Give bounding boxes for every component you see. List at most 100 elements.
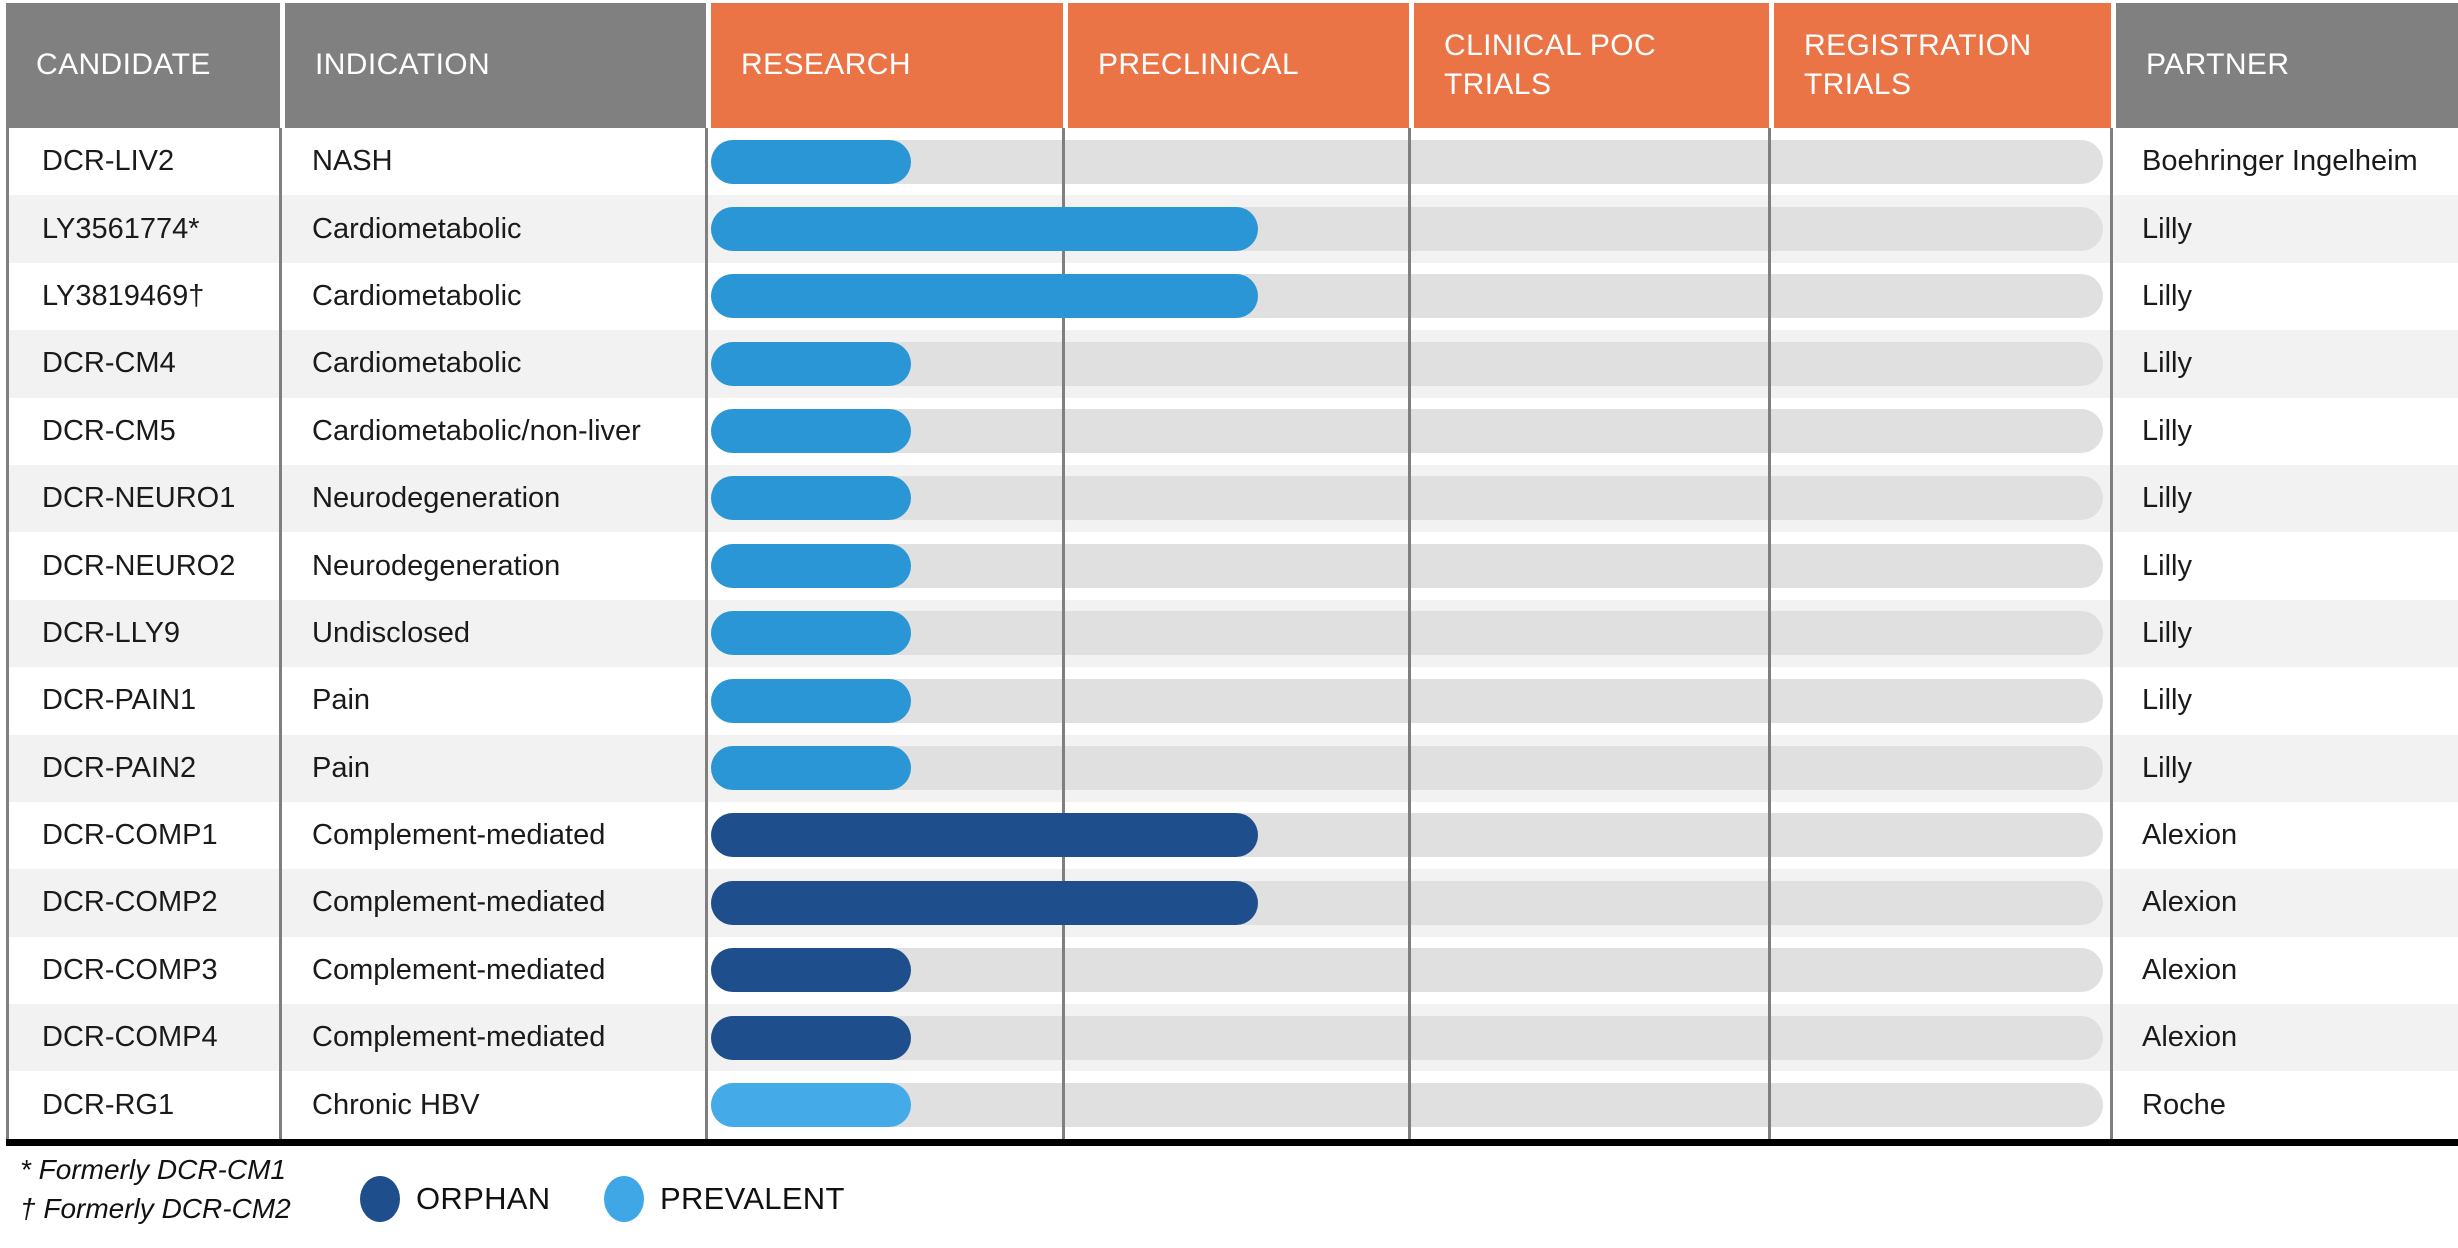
- partner-text: Roche: [2142, 1088, 2226, 1121]
- indication-text: Neurodegeneration: [312, 549, 561, 582]
- partner-text: Alexion: [2142, 1021, 2238, 1054]
- indication-cell: Neurodegeneration: [312, 465, 560, 532]
- candidate-text: DCR-COMP2: [42, 886, 218, 919]
- candidate-cell: DCR-NEURO2: [42, 532, 235, 599]
- stage-track: [711, 543, 2103, 588]
- progress-bar: [711, 409, 912, 454]
- table-row: DCR-CM4 Cardiometabolic Lilly: [6, 330, 2458, 398]
- indication-cell: Complement-mediated: [312, 937, 605, 1004]
- partner-text: Lilly: [2142, 279, 2192, 312]
- stage-track: [711, 409, 2103, 454]
- footnote-dagger: † Formerly DCR-CM2: [20, 1193, 291, 1224]
- candidate-text: DCR-COMP1: [42, 819, 218, 852]
- header-research: RESEARCH: [711, 3, 1063, 128]
- table-row: DCR-NEURO2 Neurodegeneration Lilly: [6, 532, 2458, 600]
- indication-text: Undisclosed: [312, 616, 470, 649]
- progress-bar: [711, 476, 912, 521]
- partner-cell: Lilly: [2142, 195, 2192, 262]
- candidate-cell: DCR-COMP1: [42, 802, 218, 869]
- indication-cell: Cardiometabolic/non-liver: [312, 398, 641, 465]
- table-row: DCR-COMP1 Complement-mediated Alexion: [6, 801, 2458, 870]
- progress-bar: [711, 678, 912, 723]
- progress-bar: [711, 274, 1259, 319]
- indication-text: Cardiometabolic: [312, 279, 522, 312]
- progress-bar: [711, 206, 1259, 251]
- progress-bar: [711, 1015, 912, 1060]
- partner-text: Lilly: [2142, 212, 2192, 245]
- table-row: DCR-COMP3 Complement-mediated Alexion: [6, 936, 2458, 1005]
- legend-item-orphan: ORPHAN: [360, 1176, 550, 1222]
- candidate-text: DCR-PAIN2: [42, 751, 197, 784]
- stage-track: [711, 139, 2103, 184]
- partner-text: Lilly: [2142, 684, 2192, 717]
- footnotes: * Formerly DCR-CM1 † Formerly DCR-CM2: [20, 1150, 291, 1228]
- indication-cell: NASH: [312, 128, 393, 195]
- progress-bar: [711, 746, 912, 791]
- table-row: DCR-COMP4 Complement-mediated Alexion: [6, 1004, 2458, 1072]
- indication-text: Chronic HBV: [312, 1088, 480, 1121]
- partner-text: Lilly: [2142, 616, 2192, 649]
- header-candidate: CANDIDATE: [6, 3, 280, 128]
- indication-text: Complement-mediated: [312, 1021, 606, 1054]
- indication-cell: Neurodegeneration: [312, 532, 560, 599]
- stage-track: [711, 678, 2103, 723]
- indication-text: Complement-mediated: [312, 953, 606, 986]
- candidate-text: DCR-PAIN1: [42, 684, 197, 717]
- candidate-cell: DCR-LLY9: [42, 600, 180, 667]
- orphan-dot-icon: [360, 1176, 400, 1222]
- partner-cell: Lilly: [2142, 330, 2192, 397]
- partner-text: Alexion: [2142, 819, 2238, 852]
- candidate-text: DCR-LLY9: [42, 616, 181, 649]
- stage-track: [711, 341, 2103, 386]
- candidate-text: DCR-NEURO1: [42, 482, 236, 515]
- table-body: DCR-LIV2 NASH Boehringer Ingelheim LY356…: [6, 128, 2458, 1139]
- indication-text: Pain: [312, 684, 371, 717]
- header-label: CLINICAL POC TRIALS: [1444, 29, 1657, 101]
- indication-cell: Cardiometabolic: [312, 195, 522, 262]
- prevalent-dot-icon: [604, 1176, 644, 1222]
- candidate-text: DCR-NEURO2: [42, 549, 236, 582]
- table-row: LY3819469† Cardiometabolic Lilly: [6, 262, 2458, 331]
- table-row: DCR-NEURO1 Neurodegeneration Lilly: [6, 464, 2458, 533]
- progress-bar: [711, 813, 1259, 858]
- indication-cell: Complement-mediated: [312, 802, 605, 869]
- stage-track: [711, 1082, 2103, 1127]
- header-label: PRECLINICAL: [1098, 48, 1300, 82]
- divider-preclinical-clinical: [1408, 128, 1411, 1139]
- partner-cell: Roche: [2142, 1071, 2226, 1138]
- table-row: DCR-CM5 Cardiometabolic/non-liver Lilly: [6, 397, 2458, 465]
- divider-research-preclinical: [1062, 128, 1065, 1139]
- candidate-text: LY3561774*: [42, 212, 200, 245]
- header-partner: PARTNER: [2116, 3, 2458, 128]
- indication-cell: Cardiometabolic: [312, 330, 522, 397]
- table-row: DCR-COMP2 Complement-mediated Alexion: [6, 869, 2458, 937]
- candidate-cell: DCR-NEURO1: [42, 465, 235, 532]
- partner-text: Lilly: [2142, 482, 2192, 515]
- table-left-border: [6, 128, 9, 1139]
- stage-track: [711, 746, 2103, 791]
- candidate-cell: DCR-COMP2: [42, 869, 218, 936]
- partner-cell: Boehringer Ingelheim: [2142, 128, 2418, 195]
- indication-cell: Undisclosed: [312, 600, 470, 667]
- progress-bar: [711, 341, 912, 386]
- partner-cell: Lilly: [2142, 532, 2192, 599]
- partner-cell: Alexion: [2142, 937, 2237, 1004]
- indication-cell: Chronic HBV: [312, 1071, 480, 1138]
- table-row: DCR-RG1 Chronic HBV Roche: [6, 1071, 2458, 1139]
- table-row: DCR-LIV2 NASH Boehringer Ingelheim: [6, 128, 2458, 196]
- candidate-text: LY3819469†: [42, 279, 205, 312]
- stage-track: [711, 476, 2103, 521]
- table-row: LY3561774* Cardiometabolic Lilly: [6, 195, 2458, 263]
- table-header: CANDIDATE INDICATION RESEARCH PRECLINICA…: [6, 3, 2458, 128]
- indication-text: Pain: [312, 751, 371, 784]
- candidate-cell: LY3819469†: [42, 263, 204, 330]
- indication-text: Complement-mediated: [312, 819, 606, 852]
- stage-track: [711, 1015, 2103, 1060]
- partner-text: Alexion: [2142, 953, 2238, 986]
- indication-text: Neurodegeneration: [312, 482, 561, 515]
- divider-candidate-indication: [279, 128, 282, 1139]
- candidate-cell: DCR-CM5: [42, 398, 176, 465]
- footnote-asterisk: * Formerly DCR-CM1: [20, 1154, 286, 1185]
- partner-cell: Alexion: [2142, 802, 2237, 869]
- table-row: DCR-PAIN2 Pain Lilly: [6, 734, 2458, 802]
